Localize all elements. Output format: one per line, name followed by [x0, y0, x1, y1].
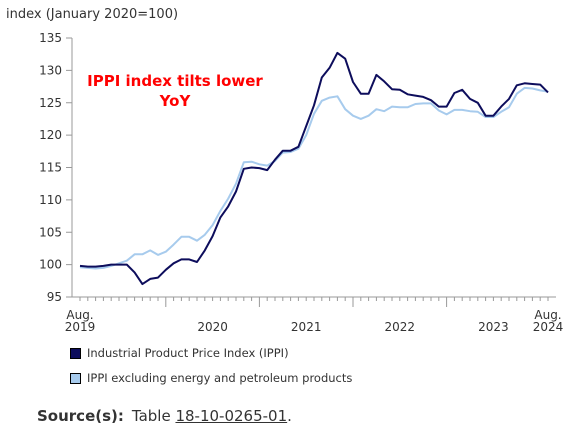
- y-tick-label: 110: [39, 193, 62, 207]
- legend-label-ippi-ex-energy: IPPI excluding energy and petroleum prod…: [87, 371, 353, 385]
- x-tick-label-year: 2021: [291, 320, 322, 334]
- chart: index (January 2020=100) 95 100 105 110 115 1…: [6, 7, 564, 334]
- source-suffix: .: [287, 407, 292, 425]
- y-tick-label: 95: [47, 290, 62, 304]
- source-prefix: Table: [131, 407, 171, 425]
- series-line-ippi-ex-energy: [79, 86, 549, 270]
- y-tick-label: 115: [39, 161, 62, 175]
- chart-annotation-line-2: YoY: [159, 92, 192, 110]
- y-axis-label: index (January 2020=100): [6, 7, 178, 22]
- source-label: Source(s):: [37, 407, 124, 425]
- x-tick-label: Aug.: [534, 308, 561, 322]
- x-tick-label-year: 2022: [385, 320, 416, 334]
- x-tick-label-year: 2023: [478, 320, 509, 334]
- y-tick-label: 130: [39, 63, 62, 77]
- y-tick-label: 105: [39, 225, 62, 239]
- x-tick-label-year: 2019: [65, 320, 96, 334]
- y-tick-label: 120: [39, 128, 62, 142]
- y-tick-label: 100: [39, 258, 62, 272]
- y-tick-label: 125: [39, 96, 62, 110]
- source-table-link[interactable]: 18-10-0265-01: [175, 407, 288, 425]
- x-tick-label-year: 2020: [197, 320, 228, 334]
- source-note: Source(s): Table 18-10-0265-01.: [37, 407, 292, 425]
- x-tick-label: Aug.: [66, 308, 93, 322]
- x-tick-label-year: 2024: [533, 320, 564, 334]
- legend-item-ippi[interactable]: Industrial Product Price Index (IPPI): [70, 346, 289, 360]
- legend-label-ippi: Industrial Product Price Index (IPPI): [87, 346, 289, 360]
- y-tick-label: 135: [39, 31, 62, 45]
- series-line-ippi: [79, 51, 549, 286]
- legend-item-ippi-ex-energy[interactable]: IPPI excluding energy and petroleum prod…: [70, 371, 352, 385]
- chart-annotation-line-1: IPPI index tilts lower: [87, 72, 263, 90]
- y-axis: 95 100 105 110 115 120 125 130 135: [39, 31, 73, 304]
- legend-swatch-ippi: [70, 347, 81, 359]
- series-lines: [79, 51, 549, 286]
- legend-swatch-ippi-ex-energy: [70, 372, 81, 384]
